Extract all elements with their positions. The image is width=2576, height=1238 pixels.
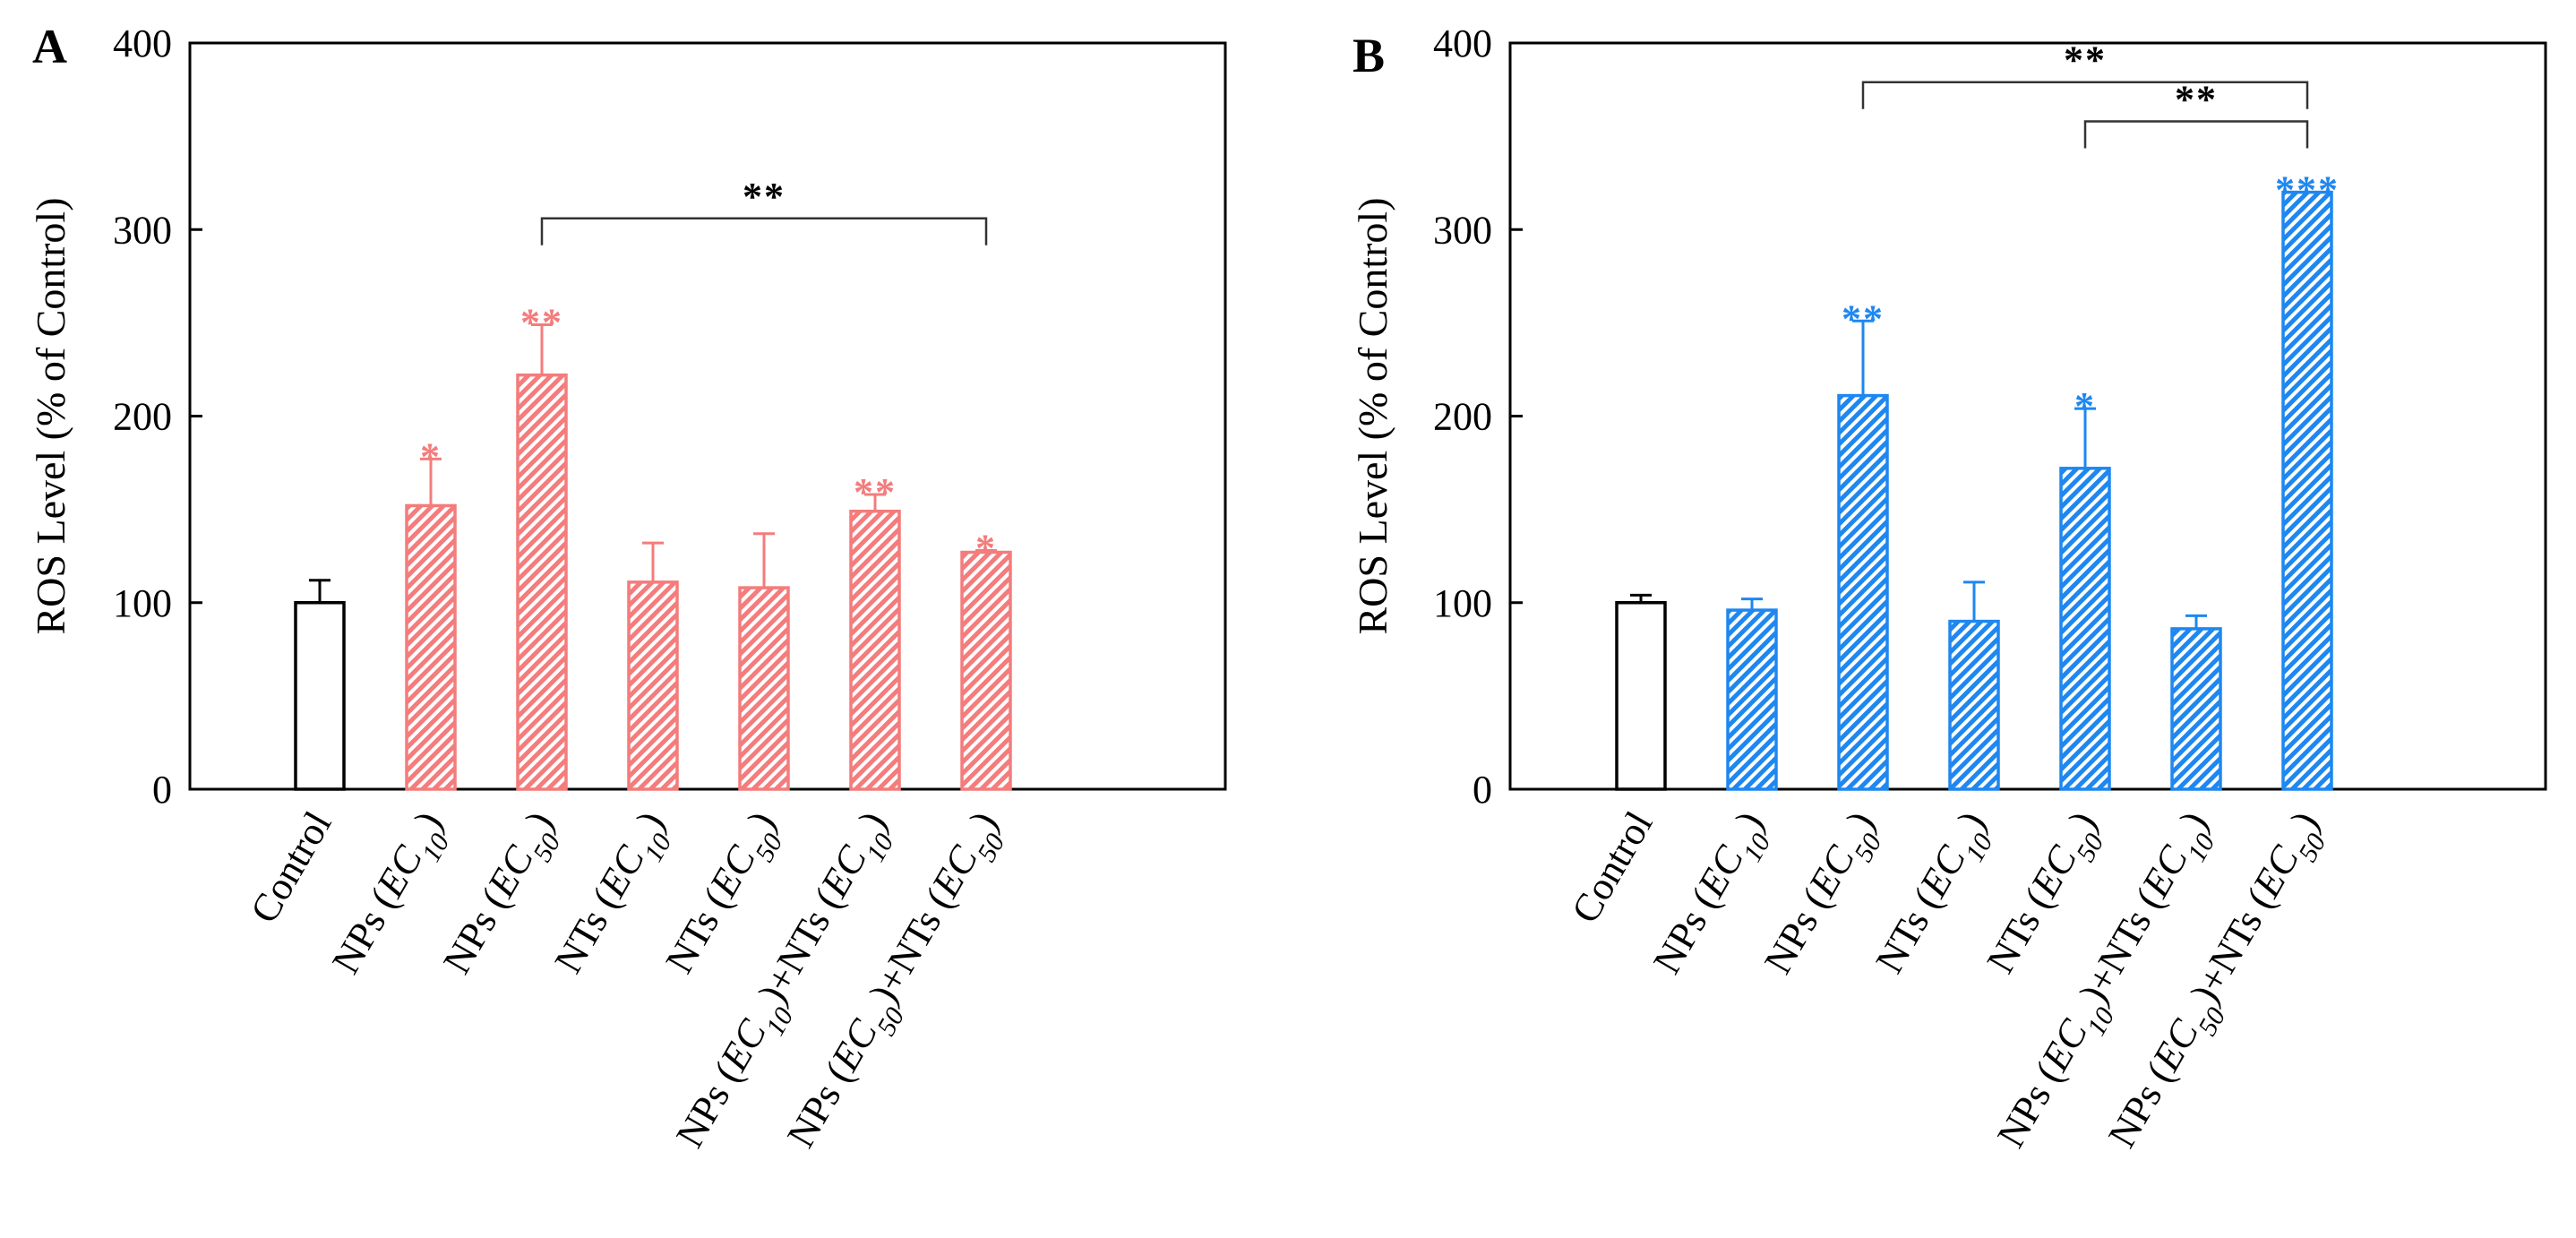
- x-category-label: NPs (EC50)+NTs (EC50): [2099, 804, 2338, 1161]
- bar: [1837, 393, 1889, 791]
- y-tick-label: 300: [1433, 208, 1492, 252]
- y-tick-label: 100: [113, 581, 172, 625]
- x-category-label: Control: [1563, 804, 1662, 931]
- panel-label: B: [1352, 29, 1385, 82]
- x-category-label: Control: [242, 804, 340, 931]
- y-tick-label: 100: [1433, 581, 1492, 625]
- y-tick-label: 400: [113, 21, 172, 65]
- bar: [2281, 190, 2333, 791]
- comparison-label: **: [2064, 39, 2107, 82]
- y-tick-label: 0: [1473, 768, 1492, 812]
- significance-marker: *: [975, 526, 997, 570]
- bar: [738, 586, 790, 791]
- x-category-label: NPs (EC50)+NTs (EC50): [778, 804, 1017, 1161]
- bar: [2170, 627, 2222, 791]
- bar: [849, 509, 901, 791]
- y-tick-label: 0: [152, 768, 172, 812]
- y-axis-title: ROS Level (% of Control): [1350, 197, 1395, 634]
- comparison-bracket: [1861, 81, 2309, 109]
- significance-marker: *: [420, 434, 442, 478]
- panel-label: A: [32, 20, 67, 73]
- bar: [960, 550, 1012, 791]
- panel-a-chart: A 0 100 200 300 400 ROS Level (% of Control) Co…: [28, 20, 1227, 1161]
- bar: [1615, 601, 1667, 791]
- bar: [2059, 467, 2111, 791]
- comparison-label: **: [743, 175, 786, 219]
- y-tick-label: 200: [113, 395, 172, 439]
- significance-marker: **: [1842, 297, 1885, 340]
- bar: [627, 580, 679, 791]
- comparison-bracket: [2083, 120, 2309, 149]
- significance-marker: ***: [2275, 168, 2340, 212]
- y-tick-label: 200: [1433, 395, 1492, 439]
- bar: [1948, 619, 2000, 791]
- y-tick-label: 400: [1433, 21, 1492, 65]
- significance-marker: **: [854, 470, 897, 514]
- bar: [516, 373, 568, 791]
- comparison-bracket: [540, 217, 988, 245]
- bar: [294, 601, 346, 791]
- comparison-label: **: [2175, 77, 2218, 121]
- significance-marker: *: [2074, 384, 2096, 428]
- bar: [405, 503, 457, 791]
- significance-marker: **: [520, 300, 563, 344]
- bar: [1726, 608, 1778, 791]
- y-tick-label: 300: [113, 208, 172, 252]
- panel-b-chart: B 0 100 200 300 400 ROS Level (% of Control) Co…: [1350, 21, 2547, 1161]
- y-axis-title: ROS Level (% of Control): [28, 197, 73, 634]
